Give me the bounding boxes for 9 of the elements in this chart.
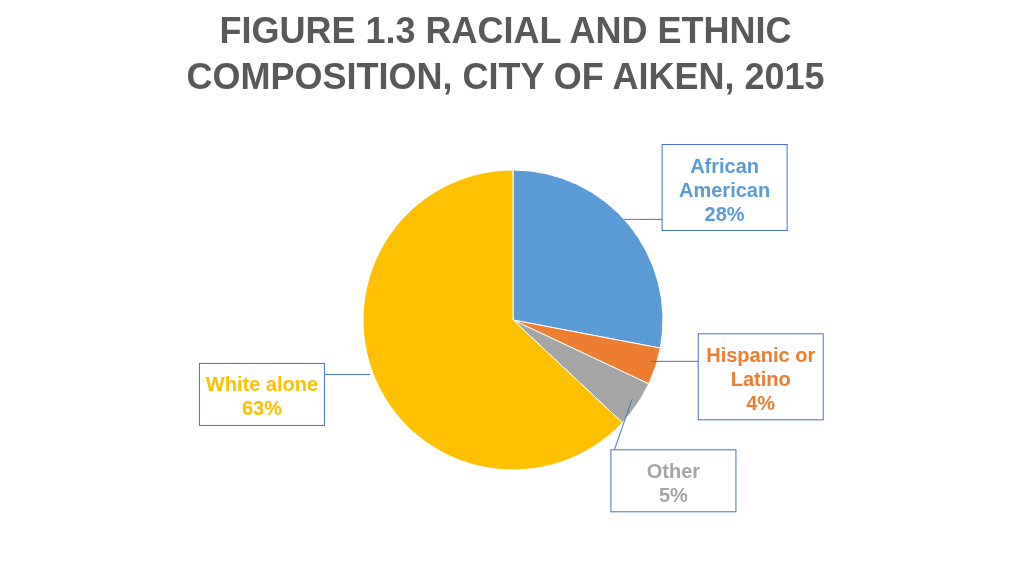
chart-title: FIGURE 1.3 RACIAL AND ETHNIC COMPOSITION, CITY OF AIKEN, 2015	[185, 9, 826, 99]
data-label: 5%	[658, 483, 689, 506]
slice-label: African American	[679, 154, 771, 201]
slice-label: Hispanic or Latino	[706, 343, 816, 390]
slice-label: Other	[646, 459, 701, 482]
data-label: 28%	[704, 202, 745, 225]
data-label: 4%	[746, 391, 776, 414]
data-label: 63%	[241, 397, 283, 420]
slice-label: White alone	[205, 373, 319, 396]
